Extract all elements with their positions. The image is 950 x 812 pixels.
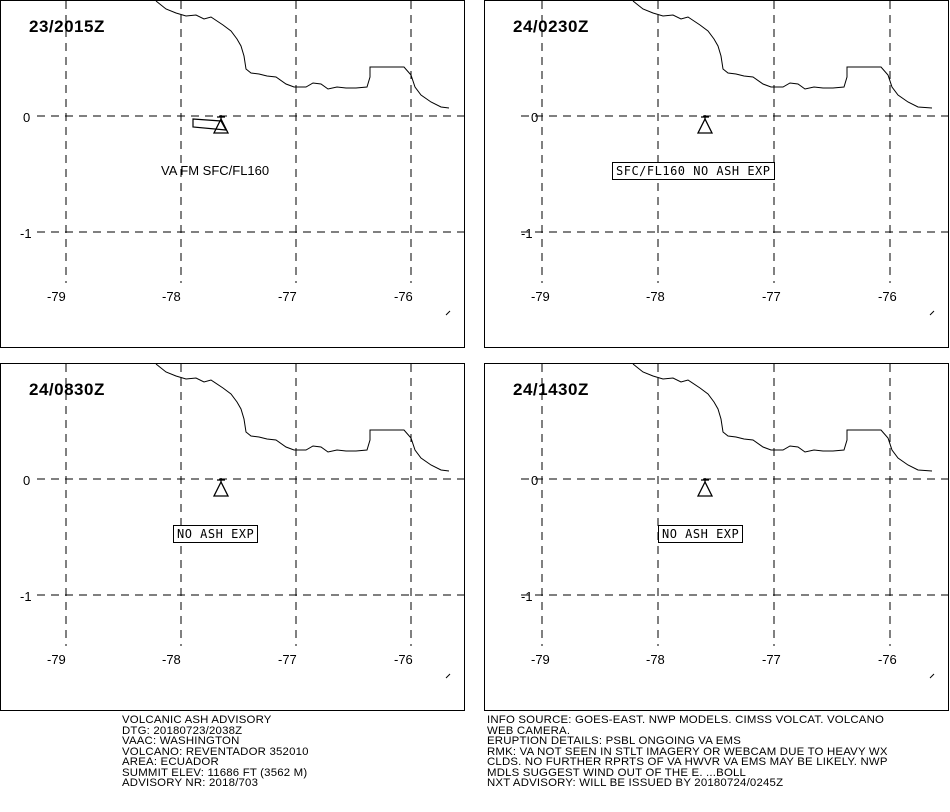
lon-label-77: -77 — [762, 652, 781, 667]
volcano-triangle-icon — [212, 478, 230, 497]
ash-area-polygon — [192, 118, 228, 131]
lon-label-78: -78 — [646, 652, 665, 667]
ash-label: VA FM SFC/FL160 — [161, 163, 270, 178]
advisory-line: AREA: ECUADOR — [122, 756, 219, 768]
lat-lon-grid — [521, 364, 950, 646]
volcano-triangle-icon — [212, 115, 230, 134]
map-canvas: 0 -1 -79 -78 -77 -76 — [20, 364, 466, 679]
lon-label-77: -77 — [278, 652, 297, 667]
corner-tick — [929, 673, 935, 679]
lon-label-76: -76 — [394, 652, 413, 667]
lon-label-76: -76 — [394, 289, 413, 304]
lat-label-minus1: -1 — [521, 226, 533, 241]
advisory-line: VOLCANIC ASH ADVISORY — [122, 714, 272, 726]
volcano-triangle-icon — [696, 478, 714, 497]
coastline — [632, 1, 933, 109]
remarks-line: ERUPTION DETAILS: PSBL ONGOING VA EMS — [487, 735, 742, 747]
corner-tick — [929, 310, 935, 316]
remarks-line: INFO SOURCE: GOES-EAST. NWP MODELS. CIMS… — [487, 714, 885, 726]
map-panel-2: 0 -1 -79 -78 -77 -76 24/0230Z SFC/FL160 … — [484, 0, 950, 348]
map-panel-4: 0 -1 -79 -78 -77 -76 24/1430Z NO ASH EXP — [484, 363, 950, 711]
corner-tick — [445, 673, 451, 679]
lon-label-76: -76 — [878, 652, 897, 667]
map-canvas: 0 -1 -79 -78 -77 -76 — [521, 1, 950, 316]
lon-label-79: -79 — [531, 652, 550, 667]
lon-label-79: -79 — [47, 289, 66, 304]
lon-label-78: -78 — [162, 652, 181, 667]
ash-label: SFC/FL160 NO ASH EXP — [612, 162, 775, 180]
advisory-remarks: INFO SOURCE: GOES-EAST. NWP MODELS. CIMS… — [487, 715, 888, 789]
coastline — [632, 364, 933, 472]
lat-label-minus1: -1 — [20, 226, 32, 241]
remarks-line: NXT ADVISORY: WILL BE ISSUED BY 20180724… — [487, 777, 784, 789]
panel-time: 24/0230Z — [513, 17, 589, 36]
corner-tick — [445, 310, 451, 316]
lon-label-77: -77 — [278, 289, 297, 304]
advisory-line: ADVISORY NR: 2018/703 — [122, 777, 259, 789]
lon-label-78: -78 — [162, 289, 181, 304]
lat-lon-grid — [37, 1, 466, 283]
lon-label-78: -78 — [646, 289, 665, 304]
lat-label-0: 0 — [23, 110, 30, 125]
advisory-line: VAAC: WASHINGTON — [122, 735, 240, 747]
advisory-line: SUMMIT ELEV: 11686 FT (3562 M) — [122, 766, 308, 779]
lat-label-0: 0 — [531, 473, 538, 488]
panel-time: 24/1430Z — [513, 380, 589, 399]
lon-label-79: -79 — [47, 652, 66, 667]
lon-label-79: -79 — [531, 289, 550, 304]
lat-label-minus1: -1 — [521, 589, 533, 604]
coastline — [155, 1, 450, 109]
ash-label: NO ASH EXP — [658, 525, 744, 543]
remarks-line: RMK: VA NOT SEEN IN STLT IMAGERY OR WEBC… — [487, 745, 888, 758]
lat-label-minus1: -1 — [20, 589, 32, 604]
volcano-triangle-icon — [696, 115, 714, 134]
lon-label-77: -77 — [762, 289, 781, 304]
lat-lon-grid — [521, 1, 950, 283]
remarks-line: WEB CAMERA. — [487, 724, 571, 737]
map-canvas: 0 -1 -79 -78 -77 -76 — [521, 364, 950, 679]
remarks-line: MDLS SUGGEST WIND OUT OF THE E. ...BOLL — [487, 766, 747, 779]
advisory-line: DTG: 20180723/2038Z — [122, 724, 243, 737]
remarks-line: CLDS. NO FURTHER RPRTS OF VA HWVR VA EMS… — [487, 756, 888, 768]
lat-label-0: 0 — [531, 110, 538, 125]
map-panel-3: 0 -1 -79 -78 -77 -76 24/0830Z NO ASH EXP — [0, 363, 466, 711]
panel-time: 24/0830Z — [29, 380, 105, 399]
lat-label-0: 0 — [23, 473, 30, 488]
advisory-summary: VOLCANIC ASH ADVISORY DTG: 20180723/2038… — [122, 715, 309, 789]
panel-time: 23/2015Z — [29, 17, 105, 36]
map-panel-1: 0 -1 -79 -78 -77 -76 23/2015Z VA FM SFC/… — [0, 0, 466, 348]
coastline — [155, 364, 450, 472]
map-canvas: 0 -1 -79 -78 -77 -76 — [20, 1, 466, 316]
lat-lon-grid — [37, 364, 466, 646]
ash-label: NO ASH EXP — [173, 525, 259, 543]
lon-label-76: -76 — [878, 289, 897, 304]
advisory-line: VOLCANO: REVENTADOR 352010 — [122, 745, 309, 758]
